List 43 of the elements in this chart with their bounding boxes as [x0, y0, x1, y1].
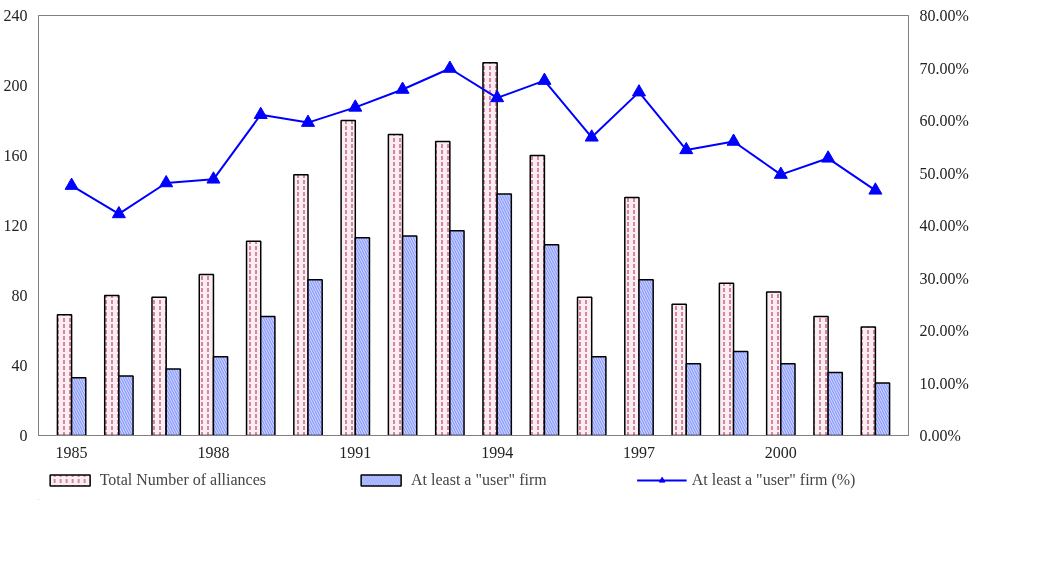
point: [395, 81, 410, 94]
y2-tick-label: 40.00%: [919, 217, 969, 234]
point: [821, 150, 836, 163]
y-tick-label: 240: [3, 7, 28, 24]
x-tick-label: 2000: [764, 443, 797, 461]
legend-label: At least a "user" firm (%): [691, 471, 856, 489]
y-tick-label: 40: [11, 357, 28, 374]
x-tick-label: 1994: [481, 443, 514, 461]
legend-label: Total Number of alliances: [99, 471, 267, 489]
y2-tick-label: 80.00%: [919, 7, 969, 24]
x-tick-label: 1985: [55, 443, 88, 461]
point: [111, 205, 126, 219]
point: [726, 133, 741, 146]
point: [159, 174, 174, 188]
x-tick-label: 1988: [197, 443, 230, 461]
point: [679, 141, 694, 155]
point: [584, 129, 599, 142]
point: [631, 84, 646, 97]
y2-tick-label: 20.00%: [919, 322, 969, 339]
y2-tick-label: 60.00%: [919, 112, 969, 129]
point: [348, 99, 363, 112]
point: [442, 60, 457, 73]
y-tick-label: 80: [11, 287, 28, 304]
y2-tick-label: 30.00%: [919, 269, 969, 287]
point: [64, 177, 79, 190]
y-tick-label: 200: [3, 77, 28, 94]
point: [868, 182, 883, 195]
point: [301, 114, 316, 127]
y-tick-label: 120: [3, 217, 28, 234]
point: [253, 106, 268, 119]
y2-tick-label: 70.00%: [919, 59, 969, 77]
point: [206, 171, 221, 184]
point: [773, 166, 788, 179]
point: [537, 72, 552, 85]
y2-tick-label: 10.00%: [919, 374, 969, 392]
x-tick-label: 1997: [622, 443, 655, 461]
legend-label: At least a "user" firm: [411, 471, 547, 489]
x-tick-label: 1991: [339, 443, 372, 461]
y2-tick-label: 0.00%: [919, 427, 961, 444]
y-tick-label: 0: [19, 427, 28, 444]
y2-tick-label: 50.00%: [919, 164, 969, 182]
y-tick-label: 160: [3, 147, 28, 164]
point: [490, 89, 505, 103]
